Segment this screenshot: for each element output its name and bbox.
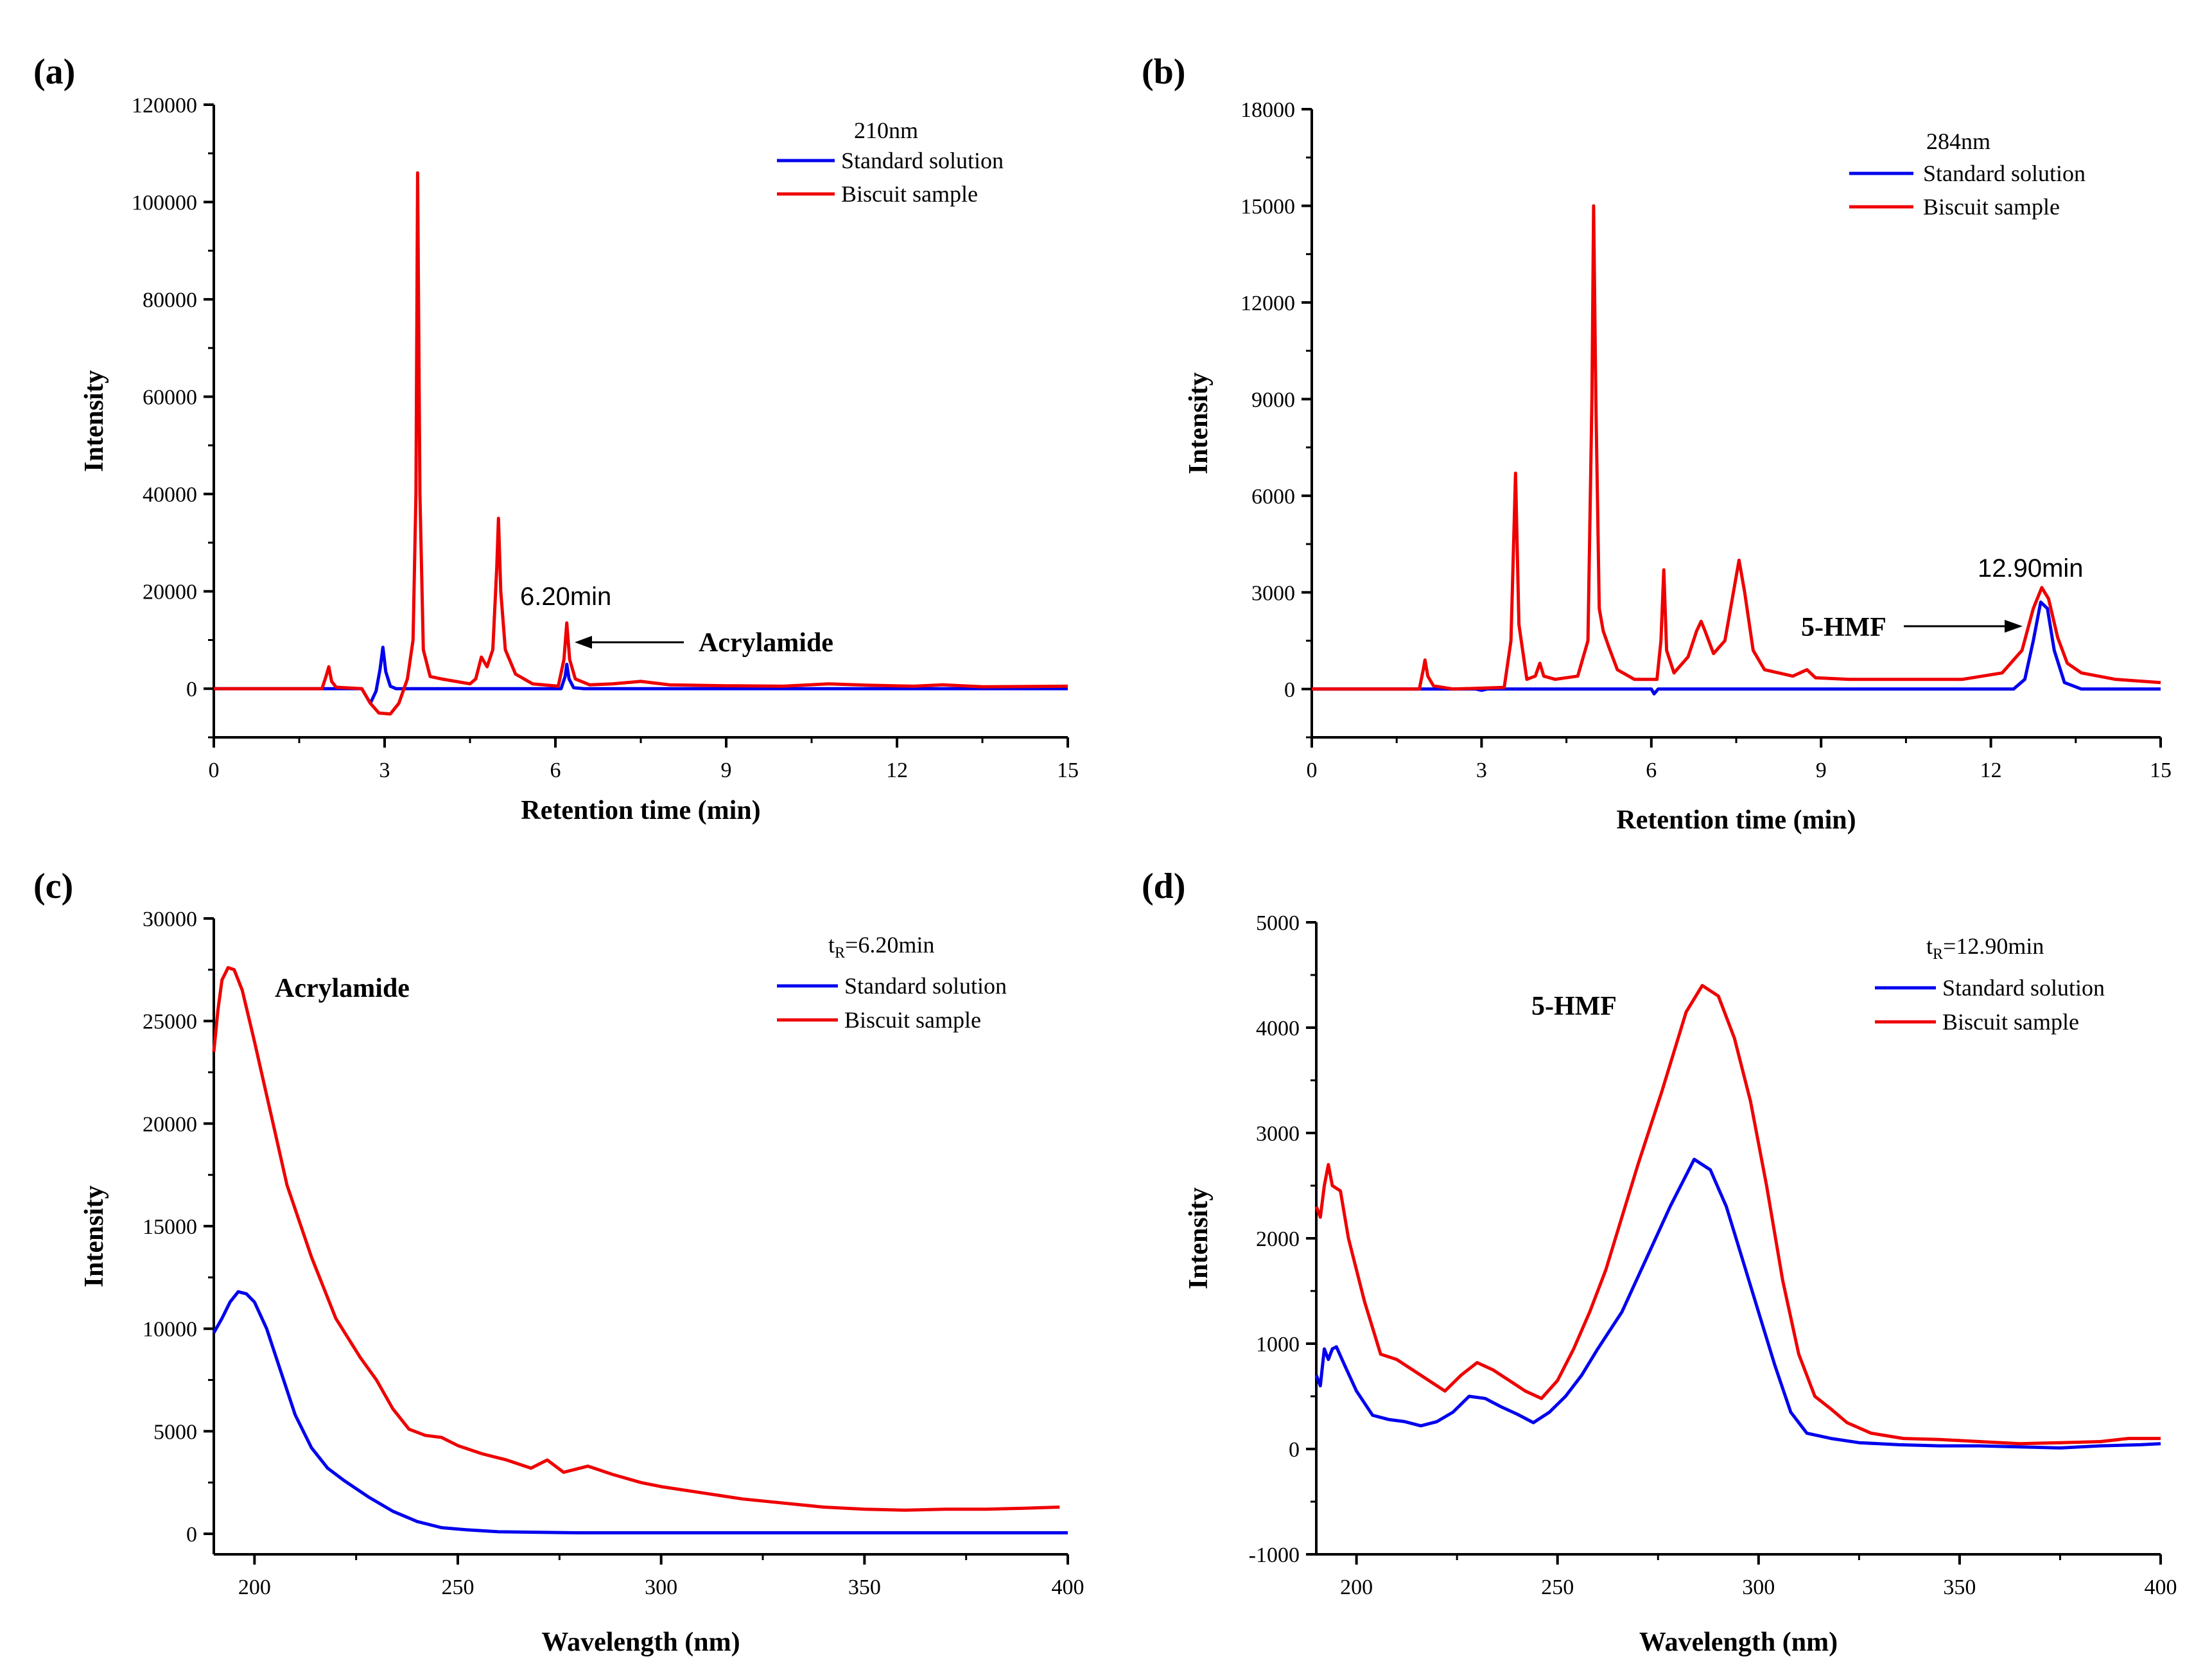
annotation-compound: Acrylamide — [699, 628, 833, 658]
legend-label-standard: Standard solution — [1923, 161, 2086, 186]
annotation-time: 6.20min — [520, 583, 611, 611]
y-tick-label: 0 — [1284, 678, 1295, 702]
legend-label-sample: Biscuit sample — [841, 181, 978, 207]
x-axis-label: Wavelength (nm) — [541, 1628, 740, 1657]
y-tick-label: 15000 — [1241, 195, 1295, 218]
legend-label-sample: Biscuit sample — [1923, 194, 2060, 220]
y-tick-label: 40000 — [143, 483, 197, 507]
y-tick-label: 6000 — [1251, 485, 1295, 509]
arrow-head — [2005, 620, 2023, 633]
panel-a: (a) 0 20000 40000 60000 80000 100000 120000 0 3 6 9… — [33, 52, 1079, 825]
panel-label: (c) — [33, 866, 73, 906]
y-tick-label: 30000 — [143, 908, 197, 931]
x-tick-label: 0 — [209, 759, 220, 782]
annotation-compound: 5-HMF — [1531, 992, 1617, 1021]
x-tick-label: 250 — [442, 1576, 475, 1599]
y-tick-label: 20000 — [143, 581, 197, 604]
y-tick-label: 5000 — [153, 1420, 197, 1444]
panel-b: (b) 0 3000 6000 9000 12000 15000 18000 0 3 6 9 12 15 R… — [1142, 52, 2172, 835]
legend-title-post: =6.20min — [845, 932, 934, 958]
arrow-head — [575, 636, 592, 649]
y-tick-label: 1000 — [1256, 1333, 1300, 1356]
annotation-time: 12.90min — [1978, 554, 2084, 583]
x-tick-label: 6 — [550, 759, 561, 782]
legend-title: 210nm — [854, 118, 918, 143]
x-tick-label: 250 — [1541, 1576, 1574, 1599]
panel-label: (d) — [1142, 866, 1185, 906]
x-tick-label: 9 — [721, 759, 732, 782]
y-axis-label: Intensity — [80, 1186, 109, 1288]
y-tick-label: 12000 — [1241, 292, 1295, 315]
x-tick-label: 15 — [1057, 759, 1079, 782]
series-line-standard — [1314, 1157, 2161, 1450]
legend-label-sample: Biscuit sample — [844, 1007, 981, 1033]
y-tick-label: 2000 — [1256, 1227, 1300, 1251]
y-axis-label: Intensity — [80, 370, 109, 472]
legend-title-post: =12.90min — [1943, 933, 2044, 959]
y-tick-label: 0 — [186, 1523, 197, 1547]
annotation-compound: Acrylamide — [275, 974, 410, 1003]
x-tick-label: 400 — [1052, 1576, 1084, 1599]
series-line-standard — [214, 645, 1068, 705]
panel-c: (c) 0 5000 10000 15000 20000 25000 30000 200 250 3… — [33, 866, 1084, 1657]
y-tick-label: 3000 — [1256, 1122, 1300, 1146]
y-tick-label: 18000 — [1241, 98, 1295, 122]
y-tick-label: 4000 — [1256, 1017, 1300, 1040]
legend-title-sub: R — [835, 945, 845, 961]
legend-label-standard: Standard solution — [844, 973, 1007, 999]
y-tick-label: 10000 — [143, 1318, 197, 1342]
panel-d: (d) -1000 0 1000 2000 3000 4000 5000 200 250 300 35… — [1142, 866, 2177, 1657]
legend-title: tR=6.20min — [828, 932, 934, 961]
x-tick-label: 350 — [1943, 1576, 1976, 1599]
x-tick-label: 200 — [238, 1576, 271, 1599]
y-tick-label: 0 — [1289, 1438, 1300, 1462]
annotation-compound: 5-HMF — [1801, 613, 1886, 642]
x-tick-label: 300 — [1742, 1576, 1775, 1599]
y-tick-label: 15000 — [143, 1215, 197, 1239]
x-tick-label: 200 — [1340, 1576, 1373, 1599]
series-line-sample — [212, 966, 1060, 1512]
legend-title: tR=12.90min — [1926, 933, 2044, 963]
x-axis-label: Wavelength (nm) — [1639, 1628, 1838, 1657]
x-tick-label: 350 — [848, 1576, 881, 1599]
y-tick-label: 9000 — [1251, 388, 1295, 412]
x-tick-label: 12 — [1980, 759, 2002, 782]
x-tick-label: 400 — [2145, 1576, 2177, 1599]
y-axis-label: Intensity — [1184, 373, 1214, 475]
x-tick-label: 12 — [886, 759, 908, 782]
series-line-standard — [212, 1290, 1068, 1534]
y-tick-label: 60000 — [143, 386, 197, 410]
y-tick-label: 120000 — [132, 94, 197, 118]
panel-label: (a) — [33, 52, 75, 92]
series-line-standard — [1312, 600, 2161, 696]
y-tick-label: 80000 — [143, 288, 197, 312]
x-tick-label: 3 — [379, 759, 390, 782]
legend-label-sample: Biscuit sample — [1942, 1009, 2079, 1035]
x-axis-label: Retention time (min) — [1616, 805, 1856, 835]
x-tick-label: 15 — [2150, 759, 2172, 782]
y-tick-label: 5000 — [1256, 911, 1300, 935]
x-tick-label: 300 — [645, 1576, 677, 1599]
panel-label: (b) — [1142, 52, 1185, 92]
legend-label-standard: Standard solution — [841, 148, 1004, 173]
y-axis-label: Intensity — [1184, 1188, 1214, 1290]
y-tick-label: 100000 — [132, 191, 197, 215]
x-tick-label: 0 — [1307, 759, 1318, 782]
y-tick-label: 0 — [186, 678, 197, 701]
series-line-sample — [214, 171, 1068, 716]
series-line-sample — [1312, 204, 2161, 691]
legend-label-standard: Standard solution — [1942, 975, 2105, 1001]
legend-title-sub: R — [1933, 946, 1943, 963]
y-tick-label: -1000 — [1249, 1543, 1300, 1567]
legend-title: 284nm — [1926, 128, 1990, 154]
y-tick-label: 25000 — [143, 1010, 197, 1034]
x-tick-label: 9 — [1816, 759, 1827, 782]
series-line-sample — [1314, 983, 2161, 1446]
x-tick-label: 3 — [1476, 759, 1487, 782]
y-tick-label: 20000 — [143, 1112, 197, 1136]
x-axis-label: Retention time (min) — [521, 796, 760, 825]
y-tick-label: 3000 — [1251, 581, 1295, 605]
x-tick-label: 6 — [1646, 759, 1657, 782]
